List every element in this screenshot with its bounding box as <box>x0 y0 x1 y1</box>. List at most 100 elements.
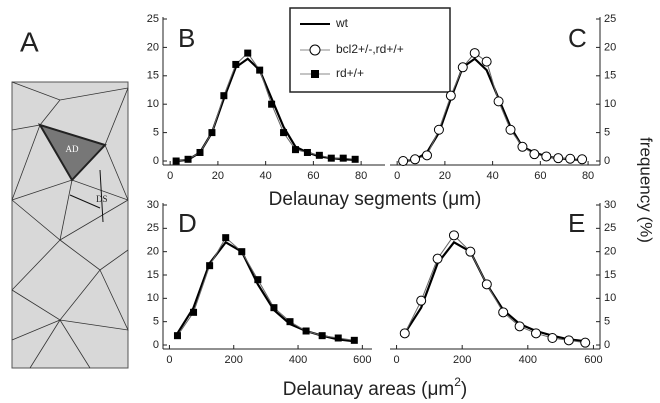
legend-label: rd+/+ <box>336 66 364 80</box>
point <box>208 129 216 137</box>
point <box>517 141 528 152</box>
panel-label: B <box>178 23 195 53</box>
point <box>416 295 427 306</box>
x-tick-label: 0 <box>394 354 400 366</box>
x-tick-label: 60 <box>307 170 319 182</box>
panel: D 0 5 10 15 20 25 30 0 200 400 600 <box>147 199 372 366</box>
point <box>351 155 359 163</box>
point <box>222 234 230 242</box>
point <box>244 49 252 57</box>
y-tick-label: 25 <box>147 13 159 25</box>
y-tick-label: 0 <box>153 155 159 167</box>
x-axis-label: Delaunay areas (μm2) <box>283 375 467 400</box>
point <box>302 327 310 335</box>
triangulation-image <box>11 81 129 369</box>
point <box>514 321 525 332</box>
point <box>469 48 480 59</box>
y-tick-label: 5 <box>604 127 610 139</box>
point <box>196 148 204 156</box>
point <box>547 333 558 343</box>
y-tick-label: 25 <box>147 222 159 234</box>
x-tick-label: 60 <box>534 170 546 182</box>
label-part: ) <box>461 379 467 400</box>
y-tick-label: 10 <box>604 292 616 304</box>
series-line <box>403 240 586 343</box>
panel-a: A AD DS <box>11 26 129 369</box>
point <box>529 149 540 160</box>
point <box>339 154 347 162</box>
y-tick-label: 25 <box>604 222 616 234</box>
point <box>172 157 180 165</box>
y-tick-label: 30 <box>147 199 159 211</box>
point <box>577 154 588 165</box>
point <box>465 246 476 257</box>
point <box>457 62 468 73</box>
point <box>399 328 410 339</box>
point <box>398 156 409 166</box>
x-tick-label: 200 <box>225 354 243 366</box>
x-tick-label: 600 <box>353 354 371 366</box>
series-line <box>404 234 586 344</box>
panel-label: A <box>20 26 39 57</box>
y-tick-label: 0 <box>153 339 159 351</box>
y-tick-label: 10 <box>604 98 616 110</box>
y-tick-label: 20 <box>147 41 159 53</box>
y-tick-label: 15 <box>147 269 159 281</box>
panel-label: C <box>568 23 587 53</box>
y-tick-label: 0 <box>604 339 610 351</box>
point <box>318 332 326 340</box>
point <box>291 146 299 154</box>
point <box>448 230 459 241</box>
point <box>232 60 240 68</box>
point <box>220 92 228 100</box>
point <box>303 148 311 156</box>
y-tick-label: 25 <box>604 13 616 25</box>
y-tick-label: 0 <box>604 155 610 167</box>
x-tick-label: 20 <box>212 170 224 182</box>
series-line <box>177 236 355 341</box>
x-tick-label: 20 <box>439 170 451 182</box>
point <box>190 308 198 316</box>
point <box>563 335 574 346</box>
point <box>531 328 542 339</box>
point <box>432 253 443 264</box>
panel: B 0 5 10 15 20 25 0 20 40 60 80 <box>147 13 385 182</box>
point <box>493 96 504 107</box>
point <box>481 279 492 290</box>
point <box>421 150 432 161</box>
y-tick-label: 10 <box>147 292 159 304</box>
legend-marker <box>309 44 321 56</box>
point <box>541 151 552 162</box>
y-tick-label: 20 <box>604 246 616 258</box>
label-sup: 2 <box>454 375 461 389</box>
annotation: DS <box>96 194 108 204</box>
point <box>410 154 421 165</box>
y-tick-label: 5 <box>153 316 159 328</box>
y-axis-label: frequency (%) <box>637 137 656 243</box>
panel: C 0 5 10 15 20 25 0 20 40 60 80 <box>390 13 616 182</box>
x-tick-label: 200 <box>453 354 471 366</box>
point <box>286 318 294 326</box>
point <box>206 262 214 270</box>
legend-label: bcl2+/-,rd+/+ <box>336 42 404 56</box>
x-tick-label: 0 <box>167 170 173 182</box>
label-part: Delaunay areas (μm <box>283 379 454 400</box>
point <box>254 276 262 284</box>
point <box>565 153 576 164</box>
point <box>256 66 264 74</box>
series-line <box>176 240 355 343</box>
y-tick-label: 15 <box>604 269 616 281</box>
y-tick-label: 30 <box>604 199 616 211</box>
y-tick-label: 10 <box>147 98 159 110</box>
point <box>445 90 456 101</box>
x-tick-label: 40 <box>260 170 272 182</box>
y-tick-label: 20 <box>604 41 616 53</box>
highlight-triangle <box>37 123 107 182</box>
legend: wt bcl2+/-,rd+/+ rd+/+ <box>289 7 451 93</box>
point <box>553 153 564 164</box>
point <box>580 337 591 348</box>
legend-marker <box>311 70 319 78</box>
point <box>505 124 516 135</box>
point <box>433 124 444 135</box>
